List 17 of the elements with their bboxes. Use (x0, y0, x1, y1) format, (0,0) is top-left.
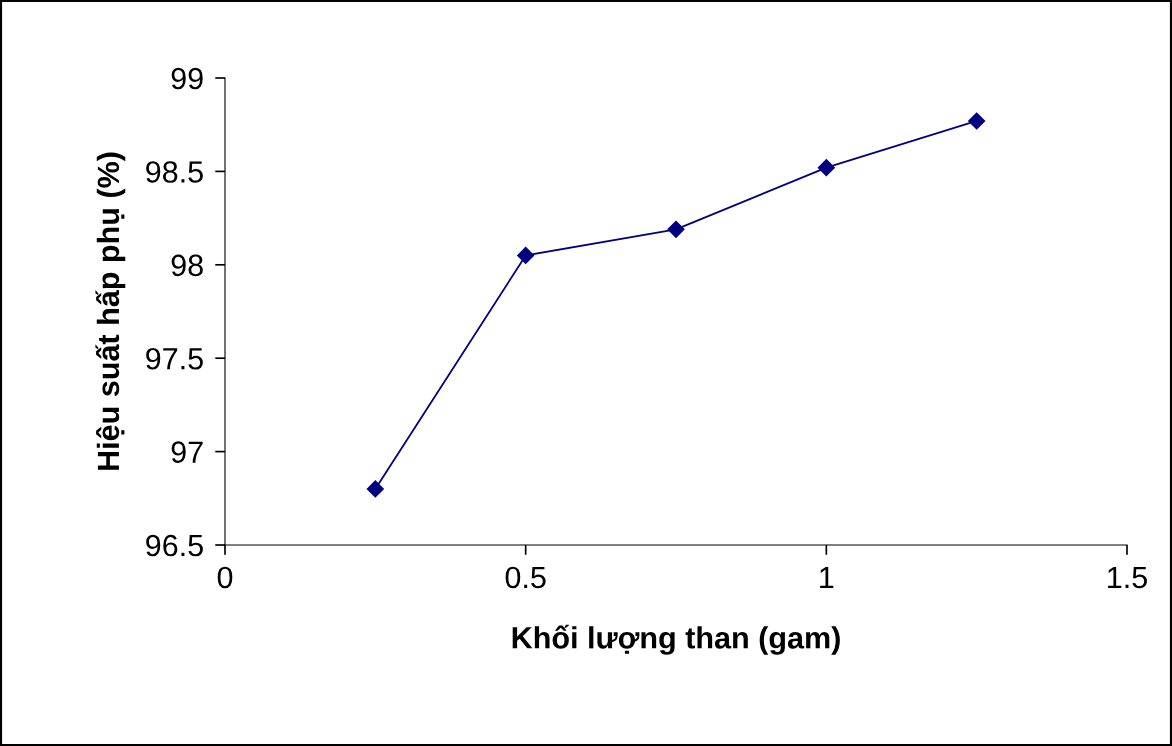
point (817, 159, 835, 177)
x-tick-label: 1.5 (1108, 566, 1147, 589)
point (968, 112, 986, 130)
y-axis-title: Hiệu suất hấp phụ (%) (95, 152, 126, 470)
x-tick-label: 1 (820, 566, 834, 588)
y-tick-label: 97.5 (146, 347, 203, 370)
x-tick-label: 0 (217, 566, 233, 589)
y-tick-label: 98 (171, 254, 203, 277)
point (366, 480, 384, 498)
y-tick-label: 96.5 (146, 534, 203, 557)
x-tick-label: 0.5 (505, 566, 546, 589)
point (517, 246, 535, 265)
point (667, 220, 685, 238)
y-tick-label: 98.5 (146, 161, 203, 183)
x-axis-title: Khối lượng than (gam) (512, 624, 840, 655)
y-tick-label: 97 (171, 441, 203, 463)
y-tick-label: 99 (171, 67, 203, 90)
